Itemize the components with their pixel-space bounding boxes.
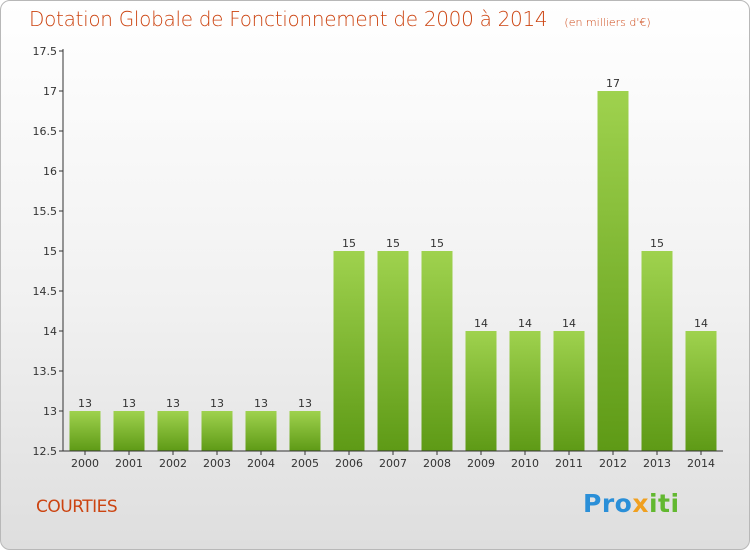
x-tick-label-2011: 2011 [555,457,583,470]
bar-2011 [553,331,585,451]
value-label-2013: 15 [650,237,664,250]
bar-2004 [245,411,277,451]
bar-2003 [201,411,233,451]
x-tick-label-2000: 2000 [71,457,99,470]
x-tick-label-2007: 2007 [379,457,407,470]
x-tick-label-2010: 2010 [511,457,539,470]
logo-part-1: Pro [583,489,633,518]
bars-layer: 13 13 13 13 13 13 15 15 15 14 14 14 17 15 14 [69,77,717,451]
bar-2014 [685,331,717,451]
x-tick-label-2005: 2005 [291,457,319,470]
x-tick-label-2012: 2012 [599,457,627,470]
value-label-2012: 17 [606,77,620,90]
x-tick-label-2006: 2006 [335,457,363,470]
value-label-2003: 13 [210,397,224,410]
y-tick-label-13: 13 [43,405,57,418]
y-tick-label-13.5: 13.5 [33,365,58,378]
bar-2012 [597,91,629,451]
value-label-2000: 13 [78,397,92,410]
value-label-2001: 13 [122,397,136,410]
bar-2008 [421,251,453,451]
bar-2013 [641,251,673,451]
bar-2001 [113,411,145,451]
chart-title: Dotation Globale de Fonctionnement de 20… [29,7,651,31]
y-tick-label-16: 16 [43,165,57,178]
logo-part-2: x [632,489,649,518]
x-tick-label-2009: 2009 [467,457,495,470]
value-label-2006: 15 [342,237,356,250]
x-tick-label-2014: 2014 [687,457,715,470]
bar-2006 [333,251,365,451]
x-tick-label-2002: 2002 [159,457,187,470]
axes-layer: 2000 2001 2002 2003 2004 2005 2006 2007 2008 2009… [33,45,723,470]
y-tick-label-14: 14 [43,325,57,338]
bar-2009 [465,331,497,451]
logo-part-3: iti [648,489,680,518]
value-label-2010: 14 [518,317,532,330]
bar-2002 [157,411,189,451]
x-tick-label-2013: 2013 [643,457,671,470]
bar-2000 [69,411,101,451]
x-tick-label-2003: 2003 [203,457,231,470]
x-tick-label-2004: 2004 [247,457,275,470]
y-tick-label-17.5: 17.5 [33,45,58,58]
value-label-2007: 15 [386,237,400,250]
bar-2010 [509,331,541,451]
value-label-2005: 13 [298,397,312,410]
y-tick-label-14.5: 14.5 [33,285,58,298]
value-label-2004: 13 [254,397,268,410]
value-label-2014: 14 [694,317,708,330]
y-tick-label-15.5: 15.5 [33,205,58,218]
value-label-2008: 15 [430,237,444,250]
x-tick-label-2008: 2008 [423,457,451,470]
y-tick-label-12.5: 12.5 [33,445,58,458]
y-tick-label-16.5: 16.5 [33,125,58,138]
value-label-2011: 14 [562,317,576,330]
commune-name: COURTIES [36,497,118,517]
bar-2005 [289,411,321,451]
chart-title-main: Dotation Globale de Fonctionnement de 20… [29,7,548,31]
y-tick-label-17: 17 [43,85,57,98]
proxiti-logo[interactable]: Proxiti [583,489,680,518]
chart-title-unit: (en milliers d'€) [564,16,651,29]
value-label-2002: 13 [166,397,180,410]
x-tick-label-2001: 2001 [115,457,143,470]
y-tick-label-15: 15 [43,245,57,258]
bar-2007 [377,251,409,451]
value-label-2009: 14 [474,317,488,330]
